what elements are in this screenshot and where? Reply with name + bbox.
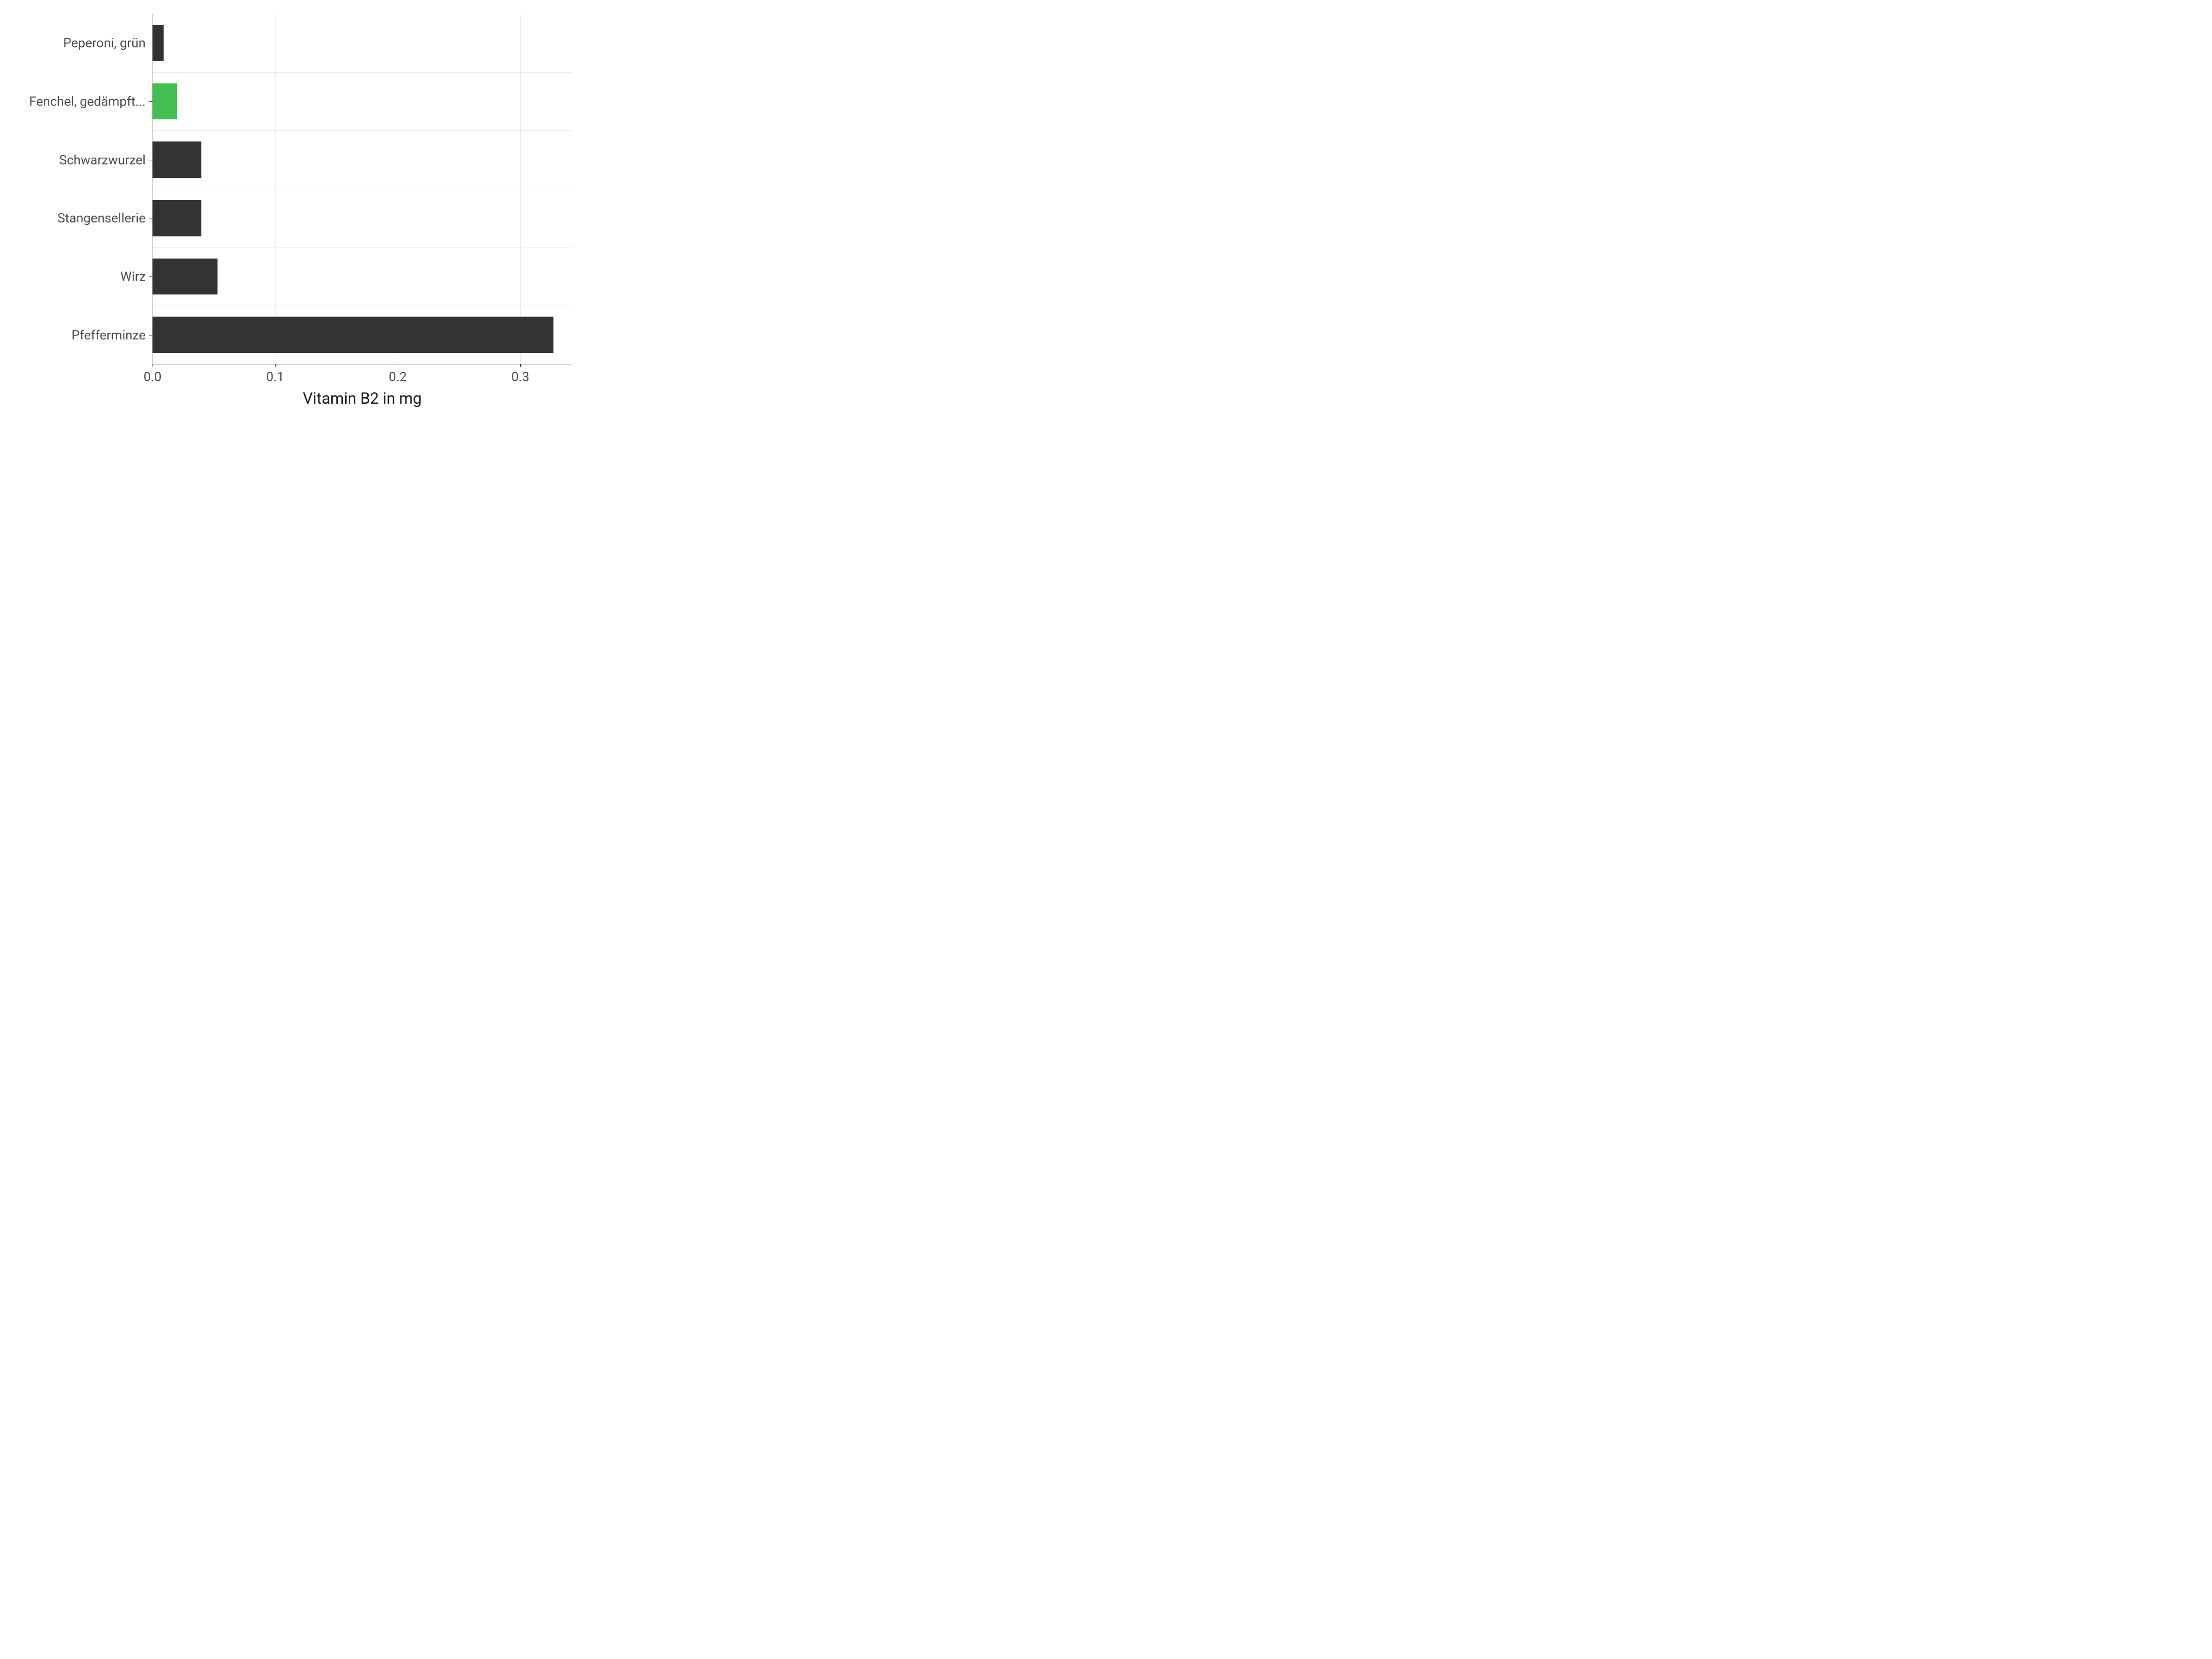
x-tick-label: 0.3 [512,364,529,384]
bar-chart: 0.0 0.1 0.2 0.3 Peperoni, grün Fenchel, gedäm… [0,0,590,442]
y-tick-label: Schwarzwurzel [59,152,153,167]
y-tick-label: Peperoni, grün [63,35,153,51]
bar [153,83,177,120]
x-tick-label: 0.1 [266,364,284,384]
gridline-h [153,130,572,131]
plot-area: 0.00.10.20.3Peperoni, grünFenchel, gedäm… [152,14,572,365]
x-axis-title: Vitamin B2 in mg [303,389,422,408]
bar [153,259,218,295]
bar [153,317,553,353]
bar [153,200,201,236]
gridline-h [153,247,572,248]
bar [153,25,164,61]
y-tick-label: Fenchel, gedämpft... [29,94,153,109]
y-tick-label: Wirz [120,269,153,284]
bar [153,141,201,178]
y-tick-label: Stangensellerie [58,211,153,226]
x-tick-label: 0.2 [389,364,407,384]
gridline-h [153,72,572,73]
x-tick-label: 0.0 [144,364,162,384]
y-tick-label: Pfefferminze [71,327,153,342]
